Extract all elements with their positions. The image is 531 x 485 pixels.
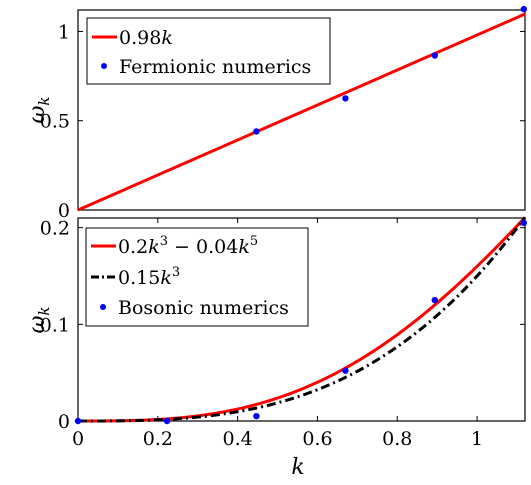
legend-label-fermionic: Fermionic numerics bbox=[119, 56, 311, 78]
legend-label-bosonic: Bosonic numerics bbox=[118, 297, 289, 319]
top-ytick-label: 0 bbox=[58, 200, 70, 222]
legend-label-0.98k: 0.98k bbox=[119, 27, 173, 49]
bottom-data-point bbox=[520, 219, 528, 227]
top-ytick-label: 0.5 bbox=[40, 111, 70, 133]
bottom-y-axis-label: ωk bbox=[25, 306, 53, 333]
bottom-xtick-label: 0 bbox=[72, 428, 84, 450]
bottom-ticks: 0 0.1 0.2 0 0.2 0.4 0.6 0.8 1 bbox=[40, 218, 525, 450]
top-data-point bbox=[520, 5, 528, 13]
bottom-xtick-label: 0.6 bbox=[302, 428, 332, 450]
top-data-point bbox=[253, 128, 260, 135]
bottom-panel: 0 0.1 0.2 0 0.2 0.4 0.6 0.8 1 ωk k 0.2k3 − 0.04k… bbox=[25, 216, 528, 480]
bottom-data-point bbox=[253, 412, 260, 420]
top-series-line bbox=[77, 12, 526, 212]
bottom-legend-box bbox=[85, 227, 309, 327]
top-series bbox=[77, 5, 528, 212]
legend-swatch-blue-dot-bosonic bbox=[100, 304, 106, 310]
top-legend-box bbox=[86, 17, 331, 85]
bottom-ytick-label: 0.2 bbox=[40, 218, 70, 240]
bottom-legend: 0.2k3 − 0.04k5 0.15k3 Bosonic numerics bbox=[85, 227, 309, 327]
bottom-xtick-label: 1 bbox=[471, 428, 483, 450]
top-ytick-label: 1 bbox=[58, 21, 70, 43]
bottom-series-curve bbox=[78, 216, 527, 423]
top-legend: 0.98k Fermionic numerics bbox=[86, 17, 331, 85]
bottom-ytick-label: 0 bbox=[58, 411, 70, 433]
bottom-xtick-label: 0.4 bbox=[223, 428, 253, 450]
legend-swatch-blue-dot bbox=[101, 63, 107, 69]
top-y-ticks: 00.51 bbox=[40, 21, 525, 222]
bottom-xtick-label: 0.8 bbox=[382, 428, 412, 450]
legend-label-cubic: 0.15k3 bbox=[118, 265, 180, 289]
legend-label-poly: 0.2k3 − 0.04k5 bbox=[118, 234, 258, 258]
bottom-series bbox=[74, 216, 528, 425]
top-y-axis-label: ωk bbox=[25, 96, 53, 123]
bottom-data-point bbox=[74, 417, 82, 425]
bottom-data-point bbox=[342, 367, 349, 374]
top-plot-frame bbox=[77, 9, 526, 211]
bottom-series-curve bbox=[78, 216, 527, 423]
bottom-data-point bbox=[163, 417, 171, 425]
bottom-x-axis-label: k bbox=[291, 455, 304, 480]
top-data-point bbox=[431, 52, 439, 59]
bottom-ytick-label: 0.1 bbox=[40, 314, 70, 336]
bottom-xtick-label: 0.2 bbox=[143, 428, 173, 450]
bottom-data-point bbox=[431, 296, 439, 304]
bottom-plot-frame bbox=[77, 217, 526, 422]
top-data-point bbox=[342, 95, 349, 102]
top-panel: 00.51 ωk 0.98k Fermionic numerics bbox=[25, 5, 528, 222]
